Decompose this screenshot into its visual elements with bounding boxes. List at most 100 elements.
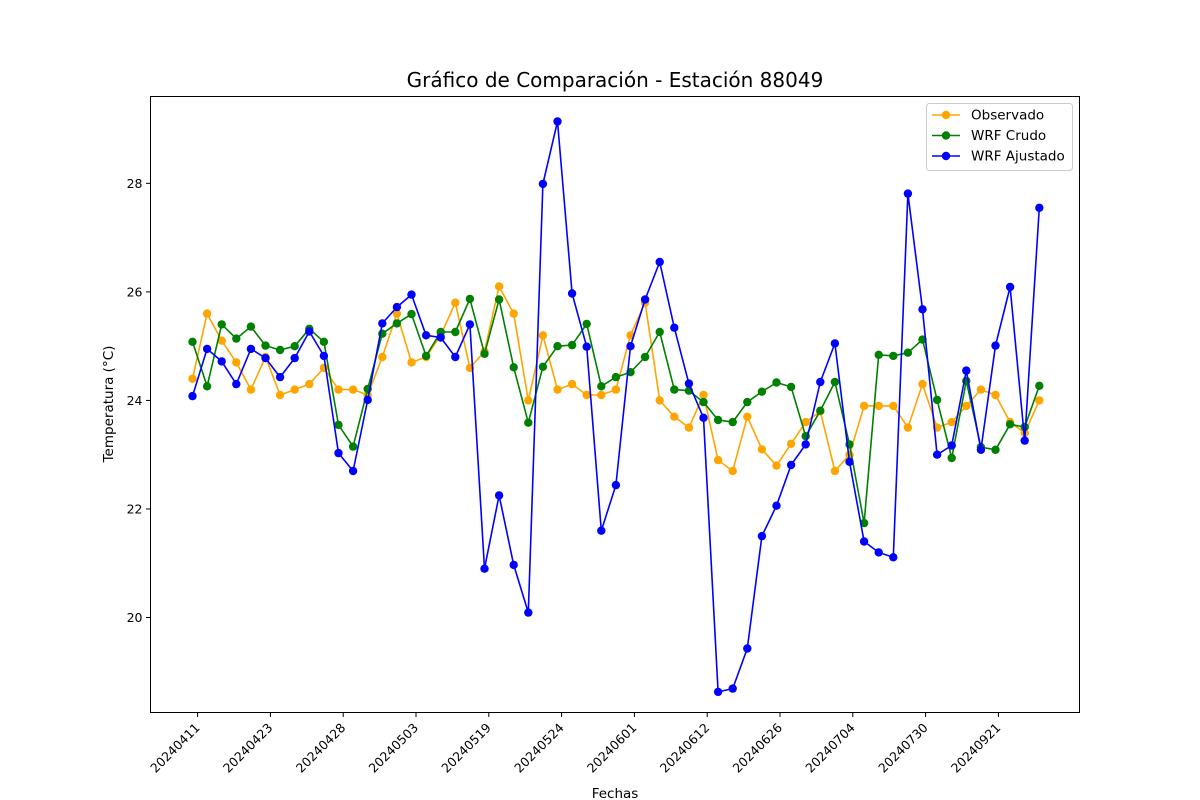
data-point [407,309,416,319]
data-point [407,358,416,367]
data-point [801,440,810,449]
data-point [582,342,591,351]
data-point [567,289,577,298]
legend-label: WRF Ajustado [971,149,1065,165]
data-point [597,382,606,391]
y-tick-label: 20 [127,610,143,625]
data-point [202,344,212,354]
legend-label: WRF Crudo [971,128,1046,144]
data-point [830,377,840,387]
data-point [407,290,416,299]
data-point [421,331,431,340]
data-point [188,391,197,401]
data-point [728,417,737,427]
plot-area [188,117,1044,697]
data-point [232,358,241,367]
x-tick-label: 20240524 [511,720,567,776]
data-point [655,396,664,405]
data-point [816,377,825,387]
series-1 [188,282,1044,476]
x-tick-label: 20240503 [366,720,422,776]
data-point [582,319,591,329]
data-point [334,385,343,394]
data-point [670,385,679,394]
data-point [874,548,883,557]
data-point [553,117,562,126]
data-point [713,455,723,465]
chart-title: Gráfico de Comparación - Estación 88049 [407,68,824,92]
data-point [786,382,796,392]
data-point [728,684,737,693]
legend-swatch-marker [941,131,951,140]
data-point [1035,396,1044,405]
data-point [1035,381,1044,390]
data-point [889,553,898,562]
data-point [392,302,402,312]
data-point [640,352,650,362]
data-point [1035,203,1044,212]
y-tick-label: 24 [127,393,143,408]
y-tick-label: 22 [127,501,143,516]
data-point [611,372,621,382]
x-tick-label: 20240519 [438,720,494,776]
x-axis: 20240411 20240423 20240428 20240503 20240519… [147,712,1004,776]
data-point [655,327,664,337]
series-3 [188,117,1044,697]
data-point [494,491,504,500]
data-point [202,382,212,391]
data-point [743,644,752,653]
data-point [772,461,781,470]
data-point [217,357,226,366]
data-point [859,537,869,546]
x-tick-label: 20240921 [948,720,1004,776]
y-axis-label: Temperatura (°C) [101,346,117,464]
data-point [757,531,767,541]
data-point [334,420,343,430]
data-point [524,396,533,405]
data-point [348,466,358,476]
data-point [947,417,956,427]
data-point [188,374,197,383]
data-point [889,351,898,361]
data-point [451,327,460,337]
data-point [582,390,591,400]
data-point [757,445,767,454]
data-point [290,385,299,394]
data-point [509,560,518,570]
data-point [1005,420,1015,429]
data-point [348,385,358,394]
data-point [509,363,518,372]
data-point [480,349,489,358]
data-point [217,336,226,345]
data-point [217,320,226,329]
data-point [903,348,913,357]
data-point [188,337,197,346]
data-point [816,406,825,415]
data-point [509,309,518,318]
data-point [976,385,986,394]
data-point [786,439,796,448]
data-point [290,353,299,363]
data-point [626,342,635,351]
x-tick-label: 20240601 [584,720,640,776]
data-point [305,327,314,336]
data-point [465,320,475,329]
data-point [874,350,883,359]
data-point [524,608,533,617]
data-point [319,337,329,346]
data-point [348,442,358,451]
data-point [305,379,314,389]
data-point [363,395,372,405]
data-point [480,564,489,573]
data-point [275,372,285,382]
data-point [567,379,577,389]
data-point [290,342,299,351]
y-axis: 20 22 24 26 28 [127,176,151,625]
data-point [684,423,694,432]
data-point [553,342,562,351]
data-point [830,339,840,348]
y-tick-label: 26 [127,284,143,299]
data-point [421,351,431,361]
data-point [699,413,708,422]
data-point [743,412,752,421]
